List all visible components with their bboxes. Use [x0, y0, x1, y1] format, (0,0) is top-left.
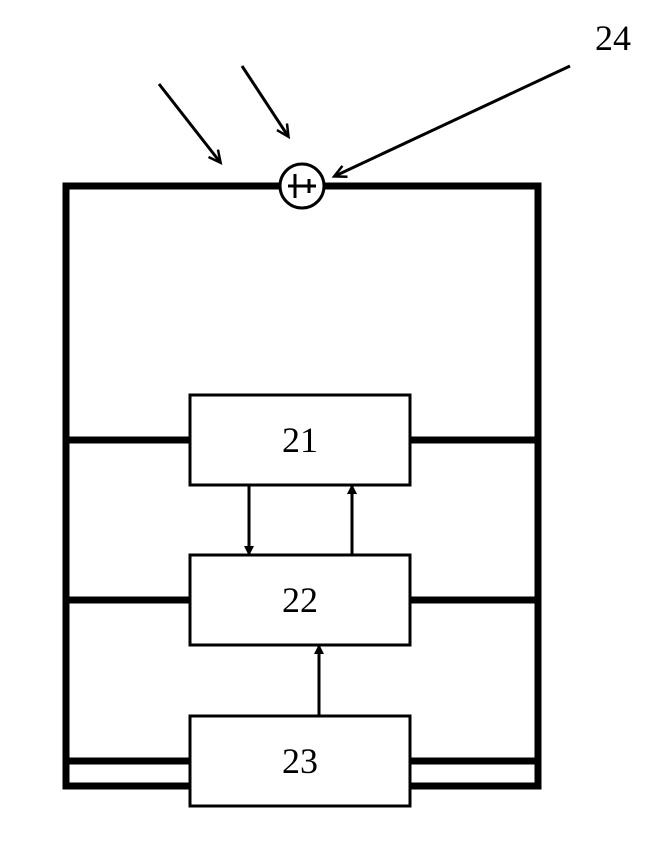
light-arrow-1	[242, 66, 288, 136]
block-diagram: 21 22 23 24	[0, 0, 670, 843]
light-arrow-0	[159, 84, 220, 162]
block-label-box21: 21	[282, 420, 318, 460]
block-label-box22: 22	[282, 580, 318, 620]
callout-arrow	[335, 66, 570, 176]
callout-label: 24	[595, 18, 631, 58]
block-label-box23: 23	[282, 741, 318, 781]
